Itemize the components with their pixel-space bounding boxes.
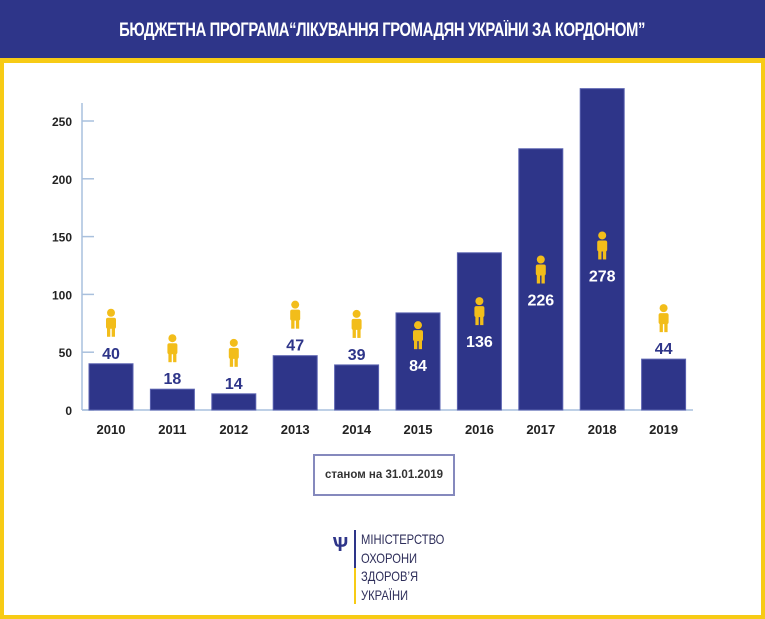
trident-icon: Ѱ [332,534,349,556]
y-tick-label: 50 [59,346,73,360]
x-tick-label: 2016 [465,422,494,437]
bar [518,148,564,411]
person-icon [351,309,362,338]
data-label: 14 [225,376,243,393]
bar [211,393,257,411]
data-label: 136 [466,334,493,351]
bar [272,355,318,411]
data-label: 39 [348,347,366,364]
x-tick-label: 2014 [342,422,372,437]
data-label: 18 [164,371,182,388]
person-icon [290,300,301,329]
data-label: 84 [409,358,427,375]
logo-line: ЗДОРОВ’Я [361,568,419,584]
page-title: БЮДЖЕТНА ПРОГРАМА“ЛІКУВАННЯ ГРОМАДЯН УКР… [119,20,646,41]
bar [456,252,502,411]
bar [641,358,687,411]
x-tick-label: 2019 [649,422,678,437]
person-icon [597,231,608,260]
data-label: 40 [102,346,120,363]
logo-line: ОХОРОНИ [361,549,418,566]
date-note: станом на 31.01.2019 [313,454,455,496]
logo-divider-yellow [354,568,356,604]
data-label: 44 [655,341,673,358]
y-tick-label: 200 [52,173,72,187]
x-tick-label: 2018 [588,422,617,437]
bar [334,364,380,411]
x-tick-label: 2015 [404,422,433,437]
x-tick-label: 2017 [526,422,555,437]
person-icon [535,255,546,284]
ministry-logo: Ѱ МІНІСТЕРСТВО ОХОРОНИ ЗДОРОВ’Я УКРАЇНИ [330,530,460,610]
x-tick-label: 2010 [97,422,126,437]
logo-line: УКРАЇНИ [361,586,409,603]
bar [88,363,134,411]
person-icon [106,308,116,337]
data-label: 47 [286,338,304,355]
data-label: 278 [589,268,616,285]
y-tick-label: 100 [52,288,72,302]
logo-divider-blue [354,530,356,568]
y-tick-label: 150 [52,231,72,245]
x-tick-label: 2012 [219,422,248,437]
header-banner: БЮДЖЕТНА ПРОГРАМА“ЛІКУВАННЯ ГРОМАДЯН УКР… [0,0,765,58]
person-icon [228,338,239,367]
person-icon [167,334,178,363]
data-label: 226 [527,292,554,309]
y-tick-label: 0 [65,404,72,418]
person-icon [474,297,485,326]
x-tick-label: 2013 [281,422,310,437]
person-icon [413,321,423,350]
bar [149,388,195,411]
x-tick-label: 2011 [158,422,186,437]
y-tick-label: 250 [52,115,72,129]
person-icon [658,304,669,333]
logo-line: МІНІСТЕРСТВО [361,531,445,547]
chart-frame [0,58,765,619]
logo-text: МІНІСТЕРСТВО ОХОРОНИ ЗДОРОВ’Я УКРАЇНИ [361,530,444,604]
